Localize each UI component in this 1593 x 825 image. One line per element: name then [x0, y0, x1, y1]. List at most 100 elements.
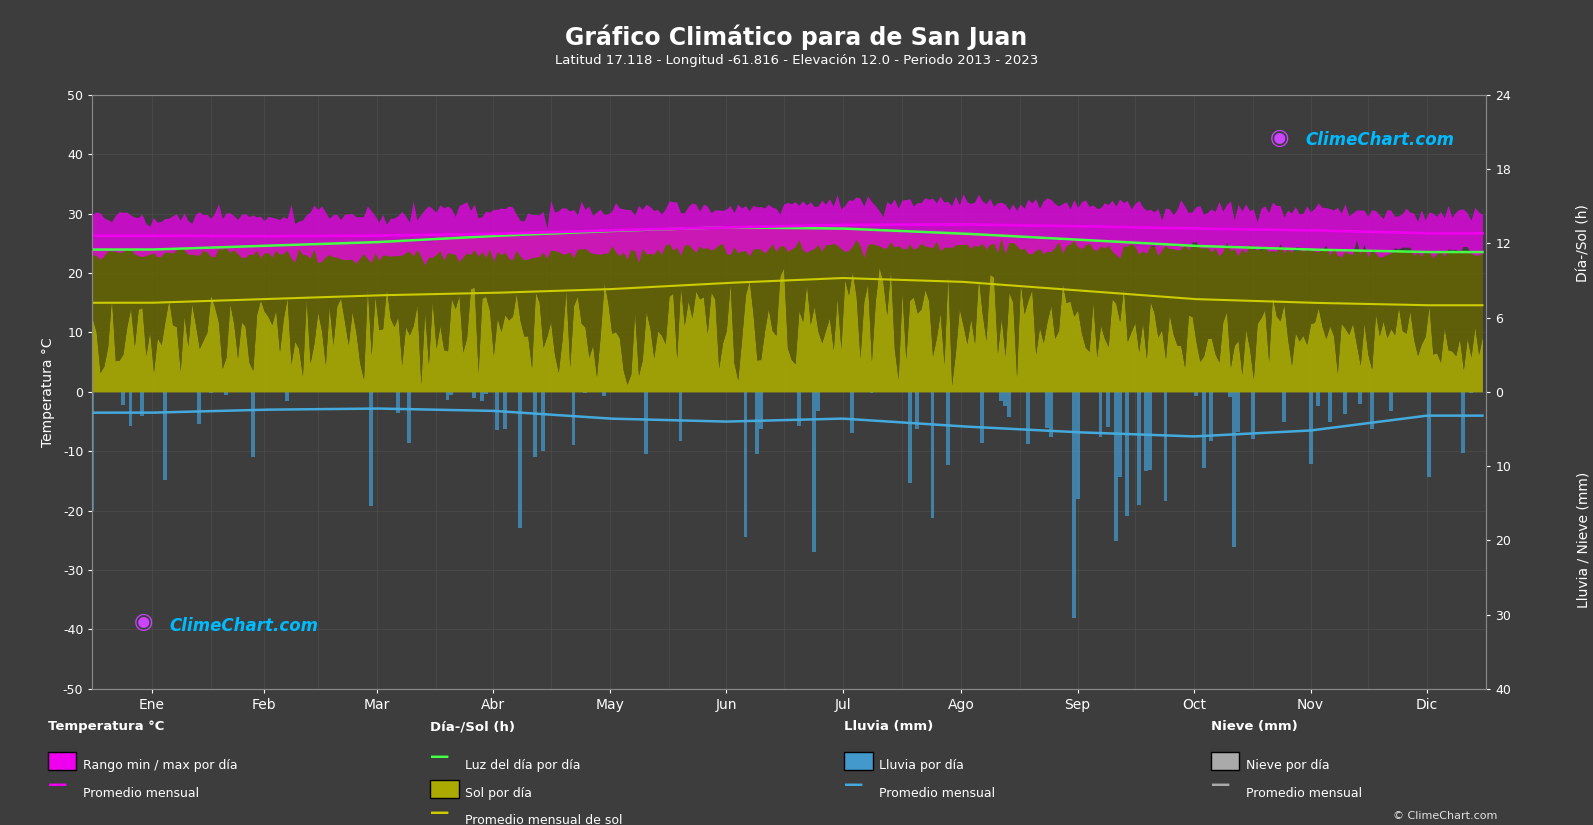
Bar [870, 392, 873, 393]
Text: Día-/Sol (h): Día-/Sol (h) [1577, 205, 1591, 282]
Bar [225, 392, 228, 395]
Bar [758, 392, 763, 429]
Bar [479, 392, 484, 401]
Bar [644, 392, 648, 454]
Bar [1461, 392, 1466, 453]
Bar [198, 392, 201, 424]
Bar [1163, 392, 1168, 501]
Bar [1370, 392, 1373, 429]
Text: Rango min / max por día: Rango min / max por día [83, 759, 237, 772]
Text: ClimeChart.com: ClimeChart.com [169, 617, 319, 635]
Bar [408, 392, 411, 443]
Bar [397, 392, 400, 412]
Bar [1125, 392, 1129, 516]
Bar [542, 392, 545, 450]
Text: Promedio mensual de sol: Promedio mensual de sol [465, 814, 623, 825]
Bar [370, 392, 373, 506]
Bar [1045, 392, 1050, 427]
Bar [534, 392, 537, 457]
Bar [572, 392, 575, 445]
Bar [1469, 392, 1474, 394]
Bar [1252, 392, 1255, 439]
Y-axis label: Temperatura °C: Temperatura °C [40, 337, 54, 446]
Bar [1144, 392, 1149, 471]
Bar [1106, 392, 1110, 427]
Text: Gráfico Climático para de San Juan: Gráfico Climático para de San Juan [566, 25, 1027, 50]
Bar [1359, 392, 1362, 403]
Bar [1427, 392, 1431, 477]
Bar [1007, 392, 1012, 417]
Text: Temperatura °C: Temperatura °C [48, 720, 164, 733]
Bar [1201, 392, 1206, 468]
Text: Luz del día por día: Luz del día por día [465, 759, 581, 772]
Bar [930, 392, 935, 518]
Bar [744, 392, 747, 537]
Bar [1072, 392, 1075, 618]
Bar [1118, 392, 1121, 477]
Text: © ClimeChart.com: © ClimeChart.com [1392, 811, 1497, 821]
Bar [1026, 392, 1031, 444]
Text: Latitud 17.118 - Longitud -61.816 - Elevación 12.0 - Periodo 2013 - 2023: Latitud 17.118 - Longitud -61.816 - Elev… [554, 54, 1039, 67]
Text: ClimeChart.com: ClimeChart.com [1305, 130, 1454, 148]
Text: Día-/Sol (h): Día-/Sol (h) [430, 720, 515, 733]
Bar [999, 392, 1004, 401]
Bar [1114, 392, 1118, 541]
Bar [473, 392, 476, 398]
Text: Lluvia / Nieve (mm): Lluvia / Nieve (mm) [1577, 472, 1591, 609]
Bar [583, 392, 586, 394]
Bar [129, 392, 132, 427]
Bar [1236, 392, 1239, 431]
Bar [495, 392, 499, 430]
Bar [503, 392, 507, 429]
Bar [1209, 392, 1214, 441]
Bar [602, 392, 605, 396]
Bar [1282, 392, 1286, 422]
Bar [446, 392, 449, 400]
Text: Lluvia por día: Lluvia por día [879, 759, 964, 772]
Bar [1329, 392, 1332, 422]
Bar [209, 392, 213, 393]
Bar [484, 392, 487, 394]
Text: ◉: ◉ [1270, 128, 1290, 148]
Text: —: — [844, 776, 863, 794]
Bar [980, 392, 984, 443]
Bar [1099, 392, 1102, 437]
Bar [449, 392, 454, 394]
Bar [1309, 392, 1313, 464]
Text: Lluvia (mm): Lluvia (mm) [844, 720, 933, 733]
Bar [816, 392, 820, 411]
Bar [140, 392, 143, 416]
Bar [916, 392, 919, 428]
Bar [1137, 392, 1141, 505]
Bar [851, 392, 854, 433]
Text: Nieve (mm): Nieve (mm) [1211, 720, 1297, 733]
Bar [1343, 392, 1348, 414]
Bar [1149, 392, 1152, 470]
Bar [1050, 392, 1053, 437]
Bar [250, 392, 255, 457]
Text: —: — [430, 747, 449, 766]
Text: Nieve por día: Nieve por día [1246, 759, 1329, 772]
Bar [908, 392, 911, 483]
Text: —: — [48, 776, 67, 794]
Bar [518, 392, 523, 528]
Bar [1228, 392, 1233, 398]
Text: Promedio mensual: Promedio mensual [83, 787, 199, 800]
Bar [796, 392, 801, 426]
Bar [1195, 392, 1198, 396]
Text: Sol por día: Sol por día [465, 787, 532, 800]
Bar [1004, 392, 1007, 407]
Text: ◉: ◉ [134, 612, 153, 633]
Bar [1389, 392, 1392, 411]
Bar [121, 392, 124, 404]
Bar [946, 392, 949, 465]
Bar [812, 392, 816, 552]
Text: Promedio mensual: Promedio mensual [879, 787, 996, 800]
Bar [162, 392, 167, 480]
Bar [755, 392, 758, 455]
Text: —: — [430, 803, 449, 822]
Text: Promedio mensual: Promedio mensual [1246, 787, 1362, 800]
Bar [1075, 392, 1080, 499]
Text: —: — [1211, 776, 1230, 794]
Bar [679, 392, 682, 441]
